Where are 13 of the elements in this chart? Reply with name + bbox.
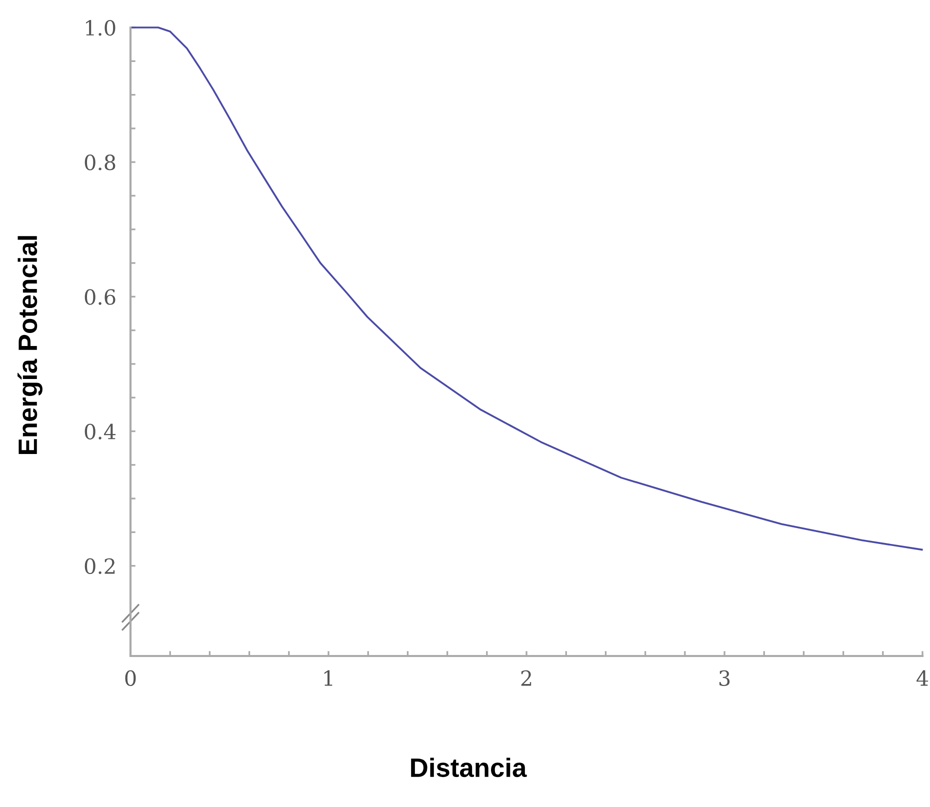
- y-tick-label: 1.0: [86, 20, 116, 36]
- x-axis-title: Distancia: [411, 758, 527, 778]
- x-tick-label: 4: [916, 670, 928, 686]
- y-tick-label: 0.4: [84, 424, 116, 440]
- y-tick-label: 0.6: [84, 289, 116, 305]
- line-series: [130, 26, 923, 551]
- x-tick-label: 0: [125, 670, 136, 686]
- x-tick-label: 1: [324, 670, 332, 686]
- y-tick-label: 0.2: [84, 558, 115, 574]
- x-tick-label: 3: [719, 670, 730, 686]
- x-tick-label: 2: [521, 670, 532, 686]
- y-axis-title: Energía Potencial: [18, 236, 42, 454]
- y-tick-label: 0.8: [84, 154, 116, 170]
